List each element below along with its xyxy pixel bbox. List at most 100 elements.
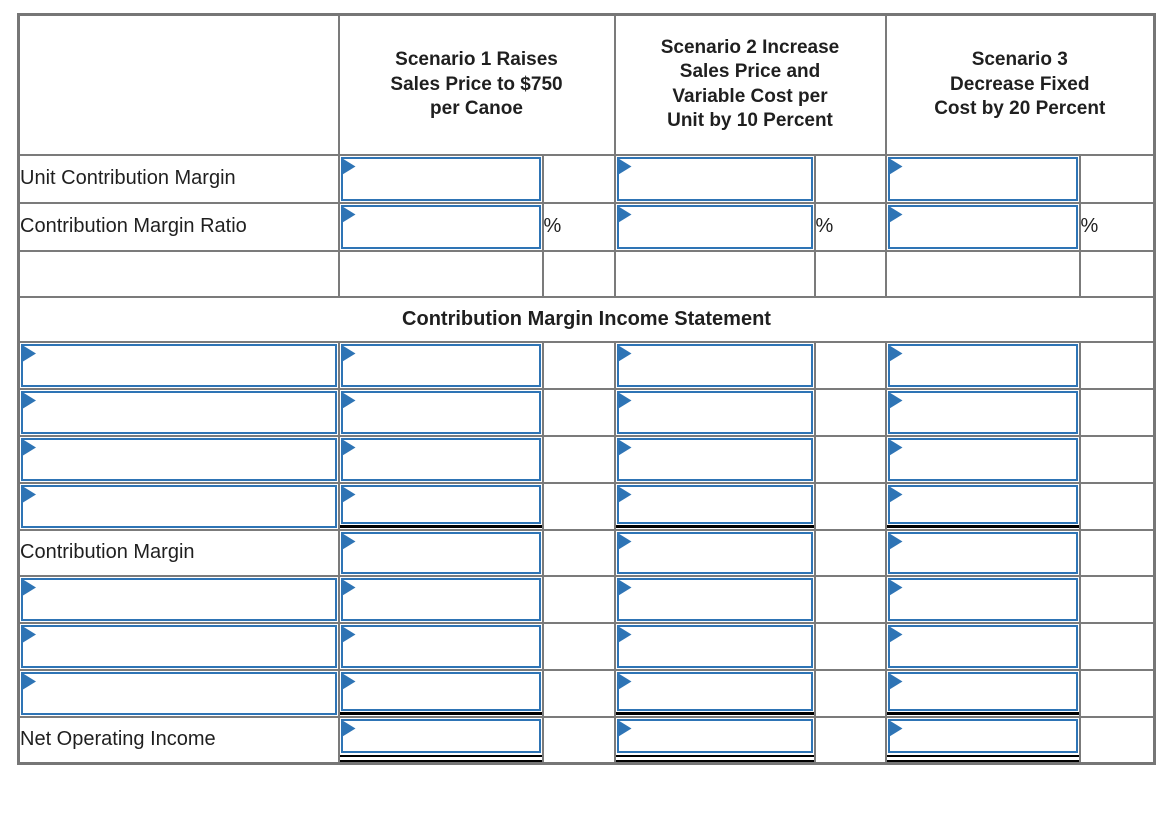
cm-ratio-s2-input[interactable]	[618, 206, 811, 247]
is-r2-label-cell	[17, 387, 340, 437]
is-r3-s3-input[interactable]	[889, 439, 1076, 479]
net-operating-income-row: Net Operating Income	[17, 715, 1156, 765]
unit-contribution-margin-row: Unit Contribution Margin	[17, 153, 1156, 204]
is-r4-s3-input[interactable]	[889, 486, 1076, 522]
is-r7-label-input[interactable]	[23, 673, 335, 713]
unit-cm-s2-suffix-cell	[813, 153, 887, 204]
double-underline-rule	[616, 759, 813, 762]
empty-cell	[1078, 574, 1156, 624]
is-detail-row-4	[17, 481, 1156, 531]
subtotal-rule	[340, 525, 541, 528]
unit-cm-s3-input[interactable]	[889, 158, 1076, 199]
is-detail-row-6	[17, 621, 1156, 671]
input-box	[887, 624, 1078, 668]
row-label-contribution-margin-ratio: Contribution Margin Ratio	[17, 201, 340, 252]
is-detail-row-5	[17, 574, 1156, 624]
is-r6-label-input[interactable]	[23, 626, 335, 666]
cm-s3-input[interactable]	[889, 533, 1076, 572]
double-underline-rule	[887, 759, 1078, 762]
is-detail-row-7	[17, 668, 1156, 718]
empty-cell	[813, 668, 887, 718]
is-r6-s3-input[interactable]	[889, 626, 1076, 666]
is-r7-s2-input[interactable]	[618, 673, 811, 709]
is-r7-s1-cell	[337, 668, 544, 718]
is-r2-s1-input[interactable]	[342, 392, 539, 432]
is-r6-s2-cell	[613, 621, 816, 671]
is-r1-s2-input[interactable]	[618, 345, 811, 385]
is-r3-s1-input[interactable]	[342, 439, 539, 479]
empty-cell	[1078, 481, 1156, 531]
empty-cell	[813, 434, 887, 484]
unit-cm-s1-suffix-cell	[541, 153, 616, 204]
noi-s1-input[interactable]	[342, 720, 539, 751]
is-r5-s2-input[interactable]	[618, 579, 811, 619]
empty-cell	[1078, 621, 1156, 671]
is-r6-s1-input[interactable]	[342, 626, 539, 666]
cm-s1-input[interactable]	[342, 533, 539, 572]
is-detail-row-2	[17, 387, 1156, 437]
unit-cm-s2-input[interactable]	[618, 158, 811, 199]
is-r6-s1-cell	[337, 621, 544, 671]
input-box	[887, 671, 1078, 711]
input-box	[616, 156, 813, 201]
is-r2-s3-input[interactable]	[889, 392, 1076, 432]
input-box	[887, 204, 1078, 249]
is-r3-label-input[interactable]	[23, 439, 335, 479]
is-r7-s2-cell	[613, 668, 816, 718]
input-box	[340, 484, 541, 524]
is-r5-s3-input[interactable]	[889, 579, 1076, 619]
noi-s3-input[interactable]	[889, 720, 1076, 751]
input-box	[340, 343, 541, 387]
input-box	[616, 624, 813, 668]
empty-cell	[541, 621, 616, 671]
subtotal-rule	[340, 712, 541, 715]
is-r5-label-input[interactable]	[23, 579, 335, 619]
header-line: Scenario 2 Increase	[660, 37, 840, 59]
empty-cell	[813, 340, 887, 390]
empty-cell	[541, 528, 616, 577]
cm-ratio-s3-cell	[884, 201, 1081, 252]
is-r6-s2-input[interactable]	[618, 626, 811, 666]
is-r2-label-input[interactable]	[23, 392, 335, 432]
is-r1-label-input[interactable]	[23, 345, 335, 385]
cm-s2-input[interactable]	[618, 533, 811, 572]
worksheet: Scenario 1 Raises Sales Price to $750 pe…	[17, 13, 1156, 765]
is-r3-s2-input[interactable]	[618, 439, 811, 479]
is-r7-s1-input[interactable]	[342, 673, 539, 709]
section-banner-row: Contribution Margin Income Statement	[17, 295, 1156, 343]
input-box	[616, 531, 813, 574]
is-r1-s3-input[interactable]	[889, 345, 1076, 385]
cm-ratio-s1-input[interactable]	[342, 206, 539, 247]
input-box	[616, 671, 813, 711]
empty-cell	[813, 528, 887, 577]
double-underline-rule	[340, 754, 541, 757]
unit-cm-s3-suffix-cell	[1078, 153, 1156, 204]
column-header-scenario-2: Scenario 2 Increase Sales Price and Vari…	[613, 13, 887, 156]
is-r4-s2-input[interactable]	[618, 486, 811, 522]
is-r4-label-input[interactable]	[23, 486, 335, 526]
cm-ratio-s3-input[interactable]	[889, 206, 1076, 247]
subtotal-rule	[887, 525, 1078, 528]
input-box	[340, 437, 541, 481]
input-box	[340, 718, 541, 753]
is-r5-s1-input[interactable]	[342, 579, 539, 619]
input-box	[887, 577, 1078, 621]
header-line: Scenario 1 Raises	[395, 49, 558, 71]
is-r4-s2-cell	[613, 481, 816, 531]
is-r6-label-cell	[17, 621, 340, 671]
is-r4-s3-cell	[884, 481, 1081, 531]
is-r4-label-cell	[17, 481, 340, 531]
is-r1-s1-input[interactable]	[342, 345, 539, 385]
is-r2-s2-input[interactable]	[618, 392, 811, 432]
is-detail-row-1	[17, 340, 1156, 390]
input-box	[340, 390, 541, 434]
is-r7-s3-cell	[884, 668, 1081, 718]
is-r7-s3-input[interactable]	[889, 673, 1076, 709]
input-box	[887, 390, 1078, 434]
is-r2-s3-cell	[884, 387, 1081, 437]
unit-cm-s1-input[interactable]	[342, 158, 539, 199]
noi-s2-input[interactable]	[618, 720, 811, 751]
input-box	[21, 624, 337, 668]
is-r4-s1-input[interactable]	[342, 486, 539, 522]
corner-header-cell	[17, 13, 340, 156]
